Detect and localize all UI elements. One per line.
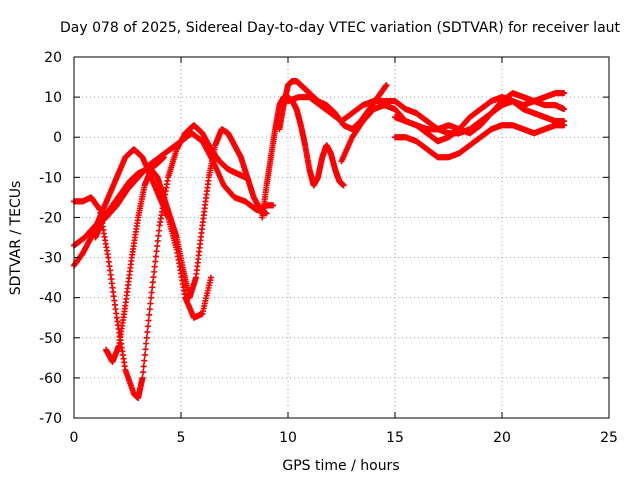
data-point bbox=[154, 243, 161, 250]
x-tick-label: 10 bbox=[279, 430, 297, 446]
x-tick-label: 15 bbox=[386, 430, 404, 446]
y-tick-label: -50 bbox=[39, 331, 62, 347]
data-point bbox=[146, 306, 153, 313]
y-tick-label: 10 bbox=[44, 90, 62, 106]
data-point bbox=[147, 300, 154, 307]
data-point bbox=[561, 106, 568, 113]
data-point bbox=[144, 329, 151, 336]
data-point bbox=[143, 334, 150, 341]
data-series bbox=[71, 78, 568, 401]
data-point bbox=[143, 340, 150, 347]
data-point bbox=[149, 284, 156, 291]
series-arc-d bbox=[103, 126, 277, 365]
y-tick-label: -40 bbox=[39, 291, 62, 307]
data-point bbox=[160, 154, 167, 161]
y-tick-label: 20 bbox=[44, 50, 62, 66]
data-point bbox=[340, 182, 347, 189]
data-point bbox=[154, 237, 161, 244]
data-point bbox=[207, 274, 214, 281]
data-point bbox=[151, 268, 158, 275]
data-point bbox=[152, 253, 159, 260]
data-point bbox=[270, 202, 277, 209]
plot-frame bbox=[73, 56, 610, 419]
data-point bbox=[141, 357, 148, 364]
data-point bbox=[151, 263, 158, 270]
y-axis-label: SDTVAR / TECUs bbox=[8, 181, 24, 296]
data-point bbox=[155, 227, 162, 234]
y-tick-label: -60 bbox=[39, 371, 62, 387]
x-tick-label: 25 bbox=[600, 430, 618, 446]
data-point bbox=[140, 369, 147, 376]
data-point bbox=[153, 248, 160, 255]
series-arc-a bbox=[71, 122, 249, 401]
data-point bbox=[149, 279, 156, 286]
y-tick-label: -30 bbox=[39, 251, 62, 267]
data-point bbox=[155, 232, 162, 239]
x-tick-label: 20 bbox=[493, 430, 511, 446]
series-arc-j bbox=[392, 122, 568, 161]
tick-labels: 0 5 10 15 20 25 -70 -60 -50 -40 -30 -20 -10 0 10 20 bbox=[39, 50, 618, 446]
data-point bbox=[144, 323, 151, 330]
data-point bbox=[142, 346, 149, 353]
y-tick-label: -10 bbox=[39, 170, 62, 186]
data-point bbox=[383, 82, 390, 89]
data-point bbox=[561, 90, 568, 97]
y-tick-label: 0 bbox=[53, 130, 62, 146]
x-axis-label: GPS time / hours bbox=[282, 458, 399, 474]
y-tick-label: -70 bbox=[39, 411, 62, 427]
data-point bbox=[145, 317, 152, 324]
data-point bbox=[148, 289, 155, 296]
data-point bbox=[140, 363, 147, 370]
chart-title: Day 078 of 2025, Sidereal Day-to-day VTE… bbox=[60, 20, 621, 36]
series-arc-k bbox=[392, 90, 568, 137]
x-tick-label: 0 bbox=[70, 430, 79, 446]
data-point bbox=[139, 374, 146, 381]
data-point bbox=[141, 351, 148, 358]
data-point bbox=[148, 294, 155, 301]
data-point bbox=[561, 122, 568, 129]
data-point bbox=[150, 274, 157, 281]
data-point bbox=[146, 311, 153, 318]
y-tick-label: -20 bbox=[39, 210, 62, 226]
axis-ticks bbox=[73, 56, 610, 419]
data-point bbox=[152, 258, 159, 265]
x-tick-label: 5 bbox=[177, 430, 186, 446]
series-arc-e bbox=[92, 154, 167, 241]
